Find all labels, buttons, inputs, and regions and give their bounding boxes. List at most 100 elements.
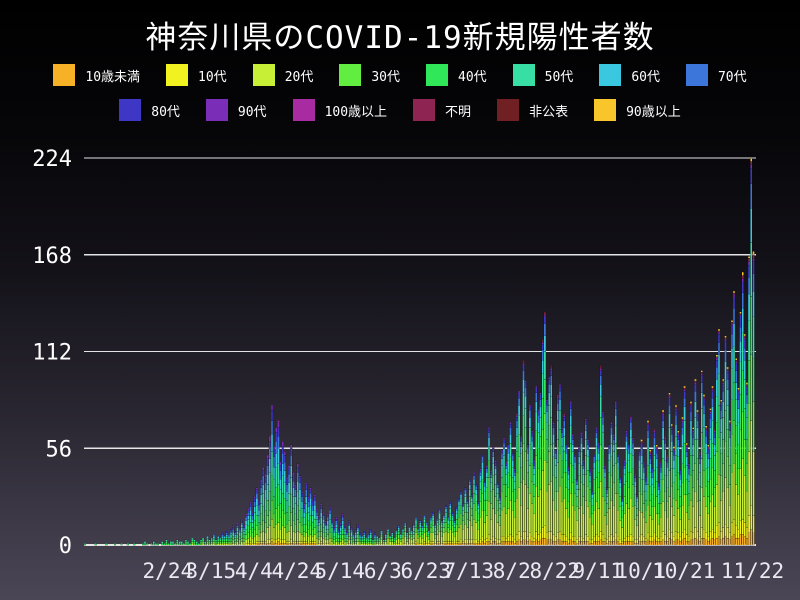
bar-segment xyxy=(315,518,319,527)
bar-segment xyxy=(483,539,486,544)
bar-segment xyxy=(487,541,491,546)
bar-segment xyxy=(631,506,635,537)
legend-item: 20代 xyxy=(252,64,313,86)
bar-segment xyxy=(470,498,473,503)
bar-segment xyxy=(550,480,553,532)
bar-segment xyxy=(208,541,211,544)
bar-segment xyxy=(674,404,678,407)
bar-segment xyxy=(240,532,243,539)
bar-segment xyxy=(270,404,274,411)
bar-segment xyxy=(717,334,721,344)
bar-segment xyxy=(614,539,617,546)
bar-segment xyxy=(333,529,336,532)
bar-segment xyxy=(171,543,175,546)
bar-segment xyxy=(518,392,521,399)
bar-segment xyxy=(337,530,340,534)
bar-segment xyxy=(715,366,718,380)
bar-segment xyxy=(651,541,654,546)
bar-segment xyxy=(593,456,596,463)
bar-stack xyxy=(434,524,437,546)
bar-segment xyxy=(743,339,746,349)
bar-segment xyxy=(655,480,658,497)
legend-color-swatch xyxy=(497,99,520,121)
bar-segment xyxy=(722,401,725,418)
bar-segment xyxy=(296,505,299,520)
bar-segment xyxy=(522,361,525,364)
bar-segment xyxy=(459,539,463,544)
bar-segment xyxy=(300,543,304,546)
bar-stack xyxy=(255,487,258,546)
bar-segment xyxy=(339,524,342,527)
bar-stack xyxy=(550,365,553,546)
bar-segment xyxy=(414,527,418,534)
bar-segment xyxy=(309,543,312,546)
bar-segment xyxy=(268,458,271,473)
bar-segment xyxy=(696,420,699,428)
bar-segment xyxy=(442,518,445,523)
bar-stack xyxy=(447,517,450,546)
bar-segment xyxy=(318,539,321,544)
bar-segment xyxy=(530,449,534,464)
bar-segment xyxy=(741,411,744,459)
bar-segment xyxy=(397,529,400,532)
bar-segment xyxy=(511,491,514,511)
bar-segment xyxy=(315,508,319,511)
bar-stack xyxy=(511,453,514,546)
bar-segment xyxy=(743,335,746,338)
bar-segment xyxy=(483,510,486,523)
bar-segment xyxy=(573,454,577,458)
bar-segment xyxy=(711,420,714,444)
bar-segment xyxy=(272,539,276,544)
bar-segment xyxy=(307,501,310,508)
bar-segment xyxy=(552,422,555,425)
bar-segment xyxy=(305,541,308,544)
bar-segment xyxy=(212,536,215,539)
bar-segment xyxy=(636,539,639,544)
bar-segment xyxy=(653,437,656,445)
bar-segment xyxy=(436,529,439,535)
bar-segment xyxy=(614,415,617,426)
bar-segment xyxy=(459,491,463,494)
bar-segment xyxy=(726,372,729,380)
bar-segment xyxy=(324,524,327,527)
bar-stack xyxy=(386,529,390,546)
bar-segment xyxy=(674,435,678,456)
bar-segment xyxy=(376,536,379,539)
bar-segment xyxy=(569,463,572,494)
bar-segment xyxy=(492,463,495,477)
bar-stack xyxy=(692,427,695,546)
bar-segment xyxy=(621,510,624,518)
bar-segment xyxy=(655,541,658,546)
bar-segment xyxy=(735,399,738,426)
bar-segment xyxy=(425,530,428,537)
bar-stack xyxy=(210,537,213,546)
bar-segment xyxy=(631,442,635,449)
bar-segment xyxy=(737,391,740,394)
bar-stack xyxy=(481,454,484,546)
bar-segment xyxy=(354,530,357,534)
bar-stack xyxy=(184,539,188,546)
bar-segment xyxy=(245,539,248,544)
bar-segment xyxy=(472,472,476,475)
bar-segment xyxy=(728,448,731,466)
bar-segment xyxy=(492,489,495,509)
bar-segment xyxy=(530,441,534,451)
bar-stack xyxy=(350,527,353,546)
bar-segment xyxy=(502,439,506,444)
legend-label: 100歳以上 xyxy=(324,104,388,120)
bar-segment xyxy=(404,525,407,528)
bar-segment xyxy=(664,460,667,477)
bar-segment xyxy=(264,473,267,478)
bar-segment xyxy=(309,541,312,544)
bar-segment xyxy=(548,530,551,541)
bar-segment xyxy=(634,518,637,541)
bar-segment xyxy=(588,539,592,544)
bar-segment xyxy=(636,543,639,546)
bar-stack xyxy=(459,491,463,546)
bar-segment xyxy=(578,508,581,537)
bar-segment xyxy=(328,525,332,534)
bar-segment xyxy=(539,399,542,407)
bar-segment xyxy=(513,543,516,546)
bar-segment xyxy=(404,536,407,544)
